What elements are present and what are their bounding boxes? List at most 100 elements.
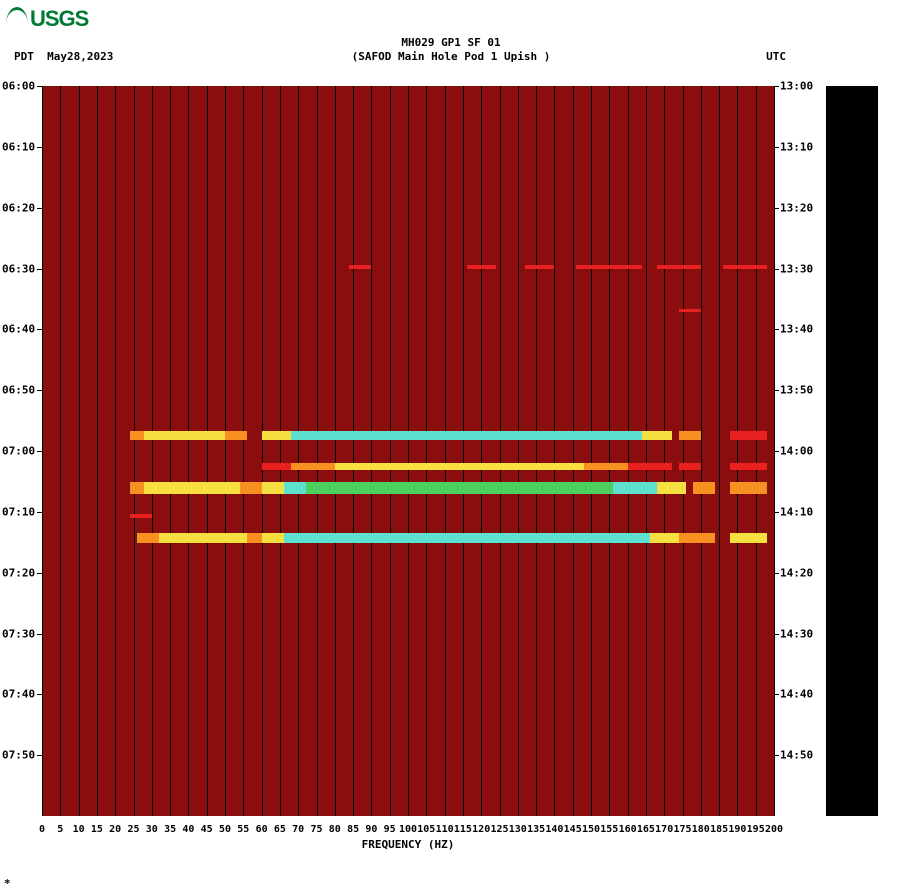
date-label: May28,2023 [47,50,113,63]
y-tick-right: 14:40 [780,688,813,701]
grid-line-vertical [207,86,208,816]
x-tick: 150 [582,824,600,835]
x-tick: 85 [347,824,359,835]
grid-line-vertical [445,86,446,816]
y-tick-right: 13:50 [780,384,813,397]
grid-line-vertical [390,86,391,816]
grid-line-vertical [426,86,427,816]
tick-mark [774,390,779,391]
tick-mark [37,573,42,574]
x-tick: 135 [527,824,545,835]
x-axis-label: FREQUENCY (HZ) [42,838,774,851]
spectral-segment [144,482,239,494]
y-tick-left: 06:40 [2,323,35,336]
grid-line-vertical [42,86,43,816]
grid-line-vertical [737,86,738,816]
y-tick-left: 07:00 [2,445,35,458]
usgs-logo-text: USGS [30,6,88,31]
spectral-segment [723,265,767,269]
tick-mark [774,755,779,756]
x-tick: 55 [237,824,249,835]
x-tick: 35 [164,824,176,835]
tick-mark [774,86,779,87]
grid-line-vertical [280,86,281,816]
tick-mark [774,208,779,209]
tick-mark [37,86,42,87]
tick-mark [37,329,42,330]
x-tick: 20 [109,824,121,835]
y-tick-right: 13:00 [780,80,813,93]
tick-mark [37,208,42,209]
grid-line-vertical [134,86,135,816]
spectral-band [42,463,774,470]
grid-line-vertical [243,86,244,816]
tick-mark [37,755,42,756]
spectral-segment [679,463,701,470]
spectral-band [42,514,774,518]
tick-mark [37,694,42,695]
spectral-segment [349,265,371,269]
spectral-band [42,482,774,494]
spectral-segment [679,431,701,440]
x-tick: 125 [490,824,508,835]
x-tick: 95 [384,824,396,835]
spectral-segment [576,265,642,269]
grid-line-vertical [701,86,702,816]
y-tick-left: 06:30 [2,262,35,275]
tick-mark [37,269,42,270]
x-tick: 160 [619,824,637,835]
x-tick: 200 [765,824,783,835]
spectral-band [42,265,774,269]
grid-line-vertical [262,86,263,816]
x-tick: 120 [472,824,490,835]
spectral-segment [679,533,716,543]
tick-mark [37,512,42,513]
y-tick-right: 14:30 [780,627,813,640]
x-tick: 90 [365,824,377,835]
y-tick-left: 07:40 [2,688,35,701]
y-tick-left: 07:10 [2,505,35,518]
tick-mark [774,451,779,452]
grid-line-vertical [536,86,537,816]
right-tz-label: UTC [766,50,786,63]
grid-line-vertical [573,86,574,816]
spectral-segment [730,431,767,440]
grid-line-vertical [188,86,189,816]
spectral-segment [467,265,496,269]
tick-mark [37,451,42,452]
grid-line-vertical [518,86,519,816]
grid-line-vertical [298,86,299,816]
usgs-logo: USGS [6,6,88,32]
y-tick-left: 07:30 [2,627,35,640]
spectral-segment [679,309,701,312]
spectral-segment [693,482,715,494]
spectral-band [42,533,774,543]
x-tick: 30 [146,824,158,835]
spectral-band [42,431,774,440]
spectral-segment [657,265,701,269]
x-tick: 190 [728,824,746,835]
tick-mark [37,147,42,148]
x-tick: 185 [710,824,728,835]
spectral-segment [306,482,613,494]
x-tick: 165 [637,824,655,835]
grid-line-vertical [353,86,354,816]
x-tick: 175 [673,824,691,835]
y-tick-right: 14:50 [780,749,813,762]
header-left: PDT May28,2023 [14,50,113,63]
grid-line-vertical [79,86,80,816]
x-tick: 60 [256,824,268,835]
x-tick: 170 [655,824,673,835]
usgs-wave-icon [6,7,28,24]
title-line1: MH029 GP1 SF 01 [0,36,902,50]
x-tick: 75 [310,824,322,835]
tick-mark [37,390,42,391]
y-tick-right: 13:40 [780,323,813,336]
x-tick: 100 [399,824,417,835]
grid-line-vertical [756,86,757,816]
x-tick: 45 [201,824,213,835]
grid-line-vertical [719,86,720,816]
spectral-segment [159,533,247,543]
grid-line-vertical [371,86,372,816]
grid-line-vertical [463,86,464,816]
